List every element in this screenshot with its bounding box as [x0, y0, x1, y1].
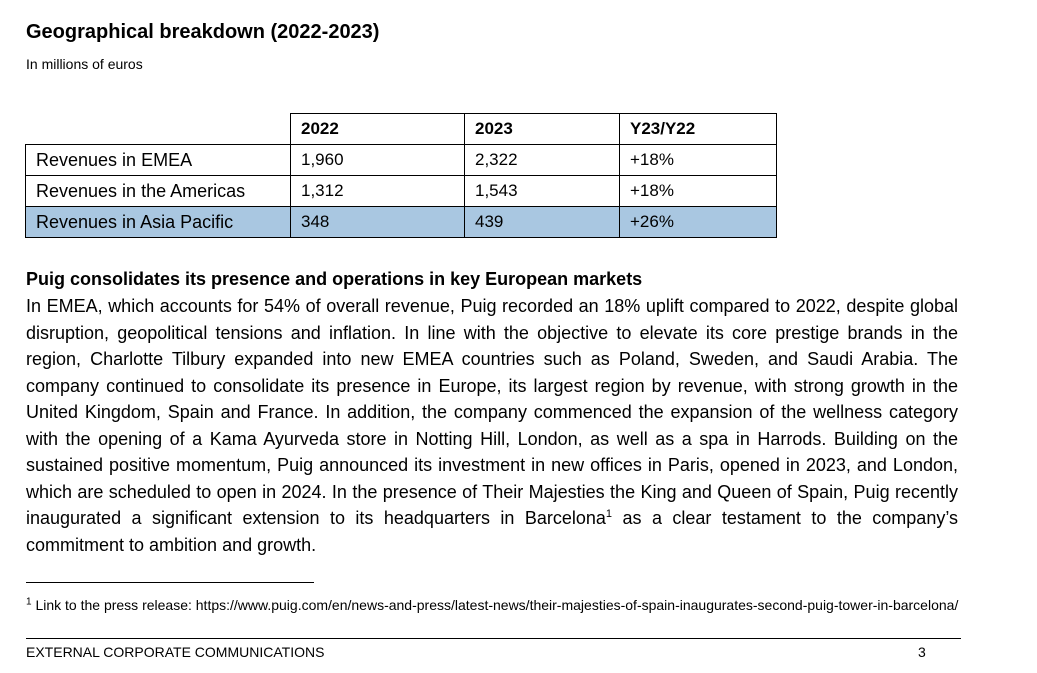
footnote-marker: 1: [26, 596, 32, 608]
cell-2022: 1,312: [290, 175, 465, 207]
cell-change: +18%: [619, 175, 777, 207]
cell-change: +18%: [619, 144, 777, 176]
page-subtitle: In millions of euros: [26, 56, 143, 72]
cell-2023: 1,543: [464, 175, 620, 207]
footnote-divider: [26, 582, 314, 583]
table-row-selected[interactable]: Revenues in Asia Pacific 348 439 +26%: [25, 206, 777, 238]
paragraph-main-text: In EMEA, which accounts for 54% of overa…: [26, 296, 958, 528]
revenue-table: 2022 2023 Y23/Y22 Revenues in EMEA 1,960…: [25, 113, 777, 238]
footnote: 1 Link to the press release: https://www…: [26, 596, 961, 615]
paragraph-tail-text: as a clear testament to the company’s co…: [26, 508, 959, 555]
cell-2022[interactable]: 348: [290, 206, 465, 238]
row-label: Revenues in the Americas: [25, 175, 291, 207]
table-row: Revenues in EMEA 1,960 2,322 +18%: [25, 144, 777, 176]
footnote-reference[interactable]: 1: [605, 508, 613, 520]
footnote-text[interactable]: Link to the press release: https://www.p…: [31, 597, 959, 613]
footer-divider: [26, 638, 961, 639]
cell-2023[interactable]: 439: [464, 206, 620, 238]
row-label: Revenues in EMEA: [25, 144, 291, 176]
body-paragraph: In EMEA, which accounts for 54% of overa…: [26, 293, 958, 558]
header-2022: 2022: [290, 113, 465, 145]
cell-2022: 1,960: [290, 144, 465, 176]
footer-label: EXTERNAL CORPORATE COMMUNICATIONS: [26, 644, 325, 660]
header-empty-cell: [25, 113, 291, 145]
cell-2023: 2,322: [464, 144, 620, 176]
header-2023: 2023: [464, 113, 620, 145]
row-label[interactable]: Revenues in Asia Pacific: [25, 206, 291, 238]
page-title: Geographical breakdown (2022-2023): [26, 21, 380, 43]
table-header-row: 2022 2023 Y23/Y22: [25, 113, 777, 145]
header-change: Y23/Y22: [619, 113, 777, 145]
page-number: 3: [918, 644, 926, 660]
table-row: Revenues in the Americas 1,312 1,543 +18…: [25, 175, 777, 207]
section-heading: Puig consolidates its presence and opera…: [26, 269, 643, 289]
cell-change[interactable]: +26%: [619, 206, 777, 238]
